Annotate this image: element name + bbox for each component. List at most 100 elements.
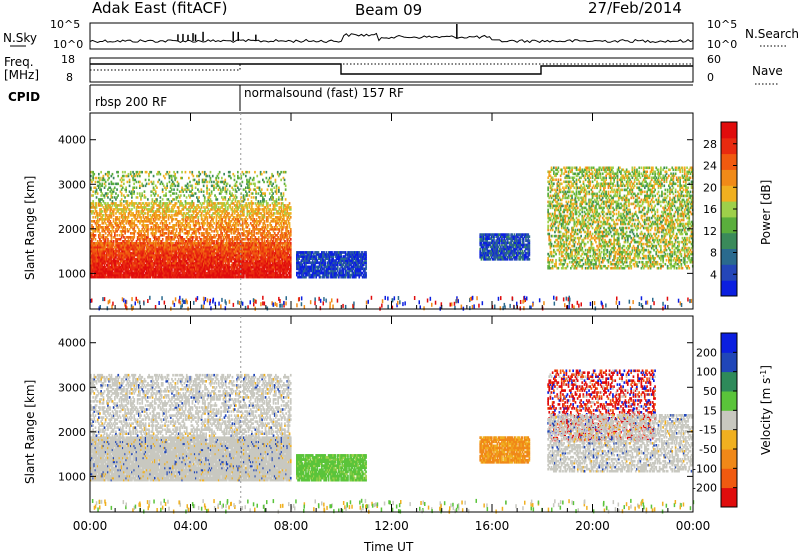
heatmap-cell (127, 265, 130, 269)
heatmap-cell (140, 243, 142, 247)
heatmap-cell (165, 214, 168, 217)
heatmap-cell (133, 275, 136, 279)
heatmap-cell (173, 263, 176, 267)
heatmap-cell (90, 210, 92, 213)
heatmap-cell (157, 269, 160, 273)
heatmap-cell (125, 261, 128, 265)
heatmap-cell (166, 269, 169, 273)
heatmap-cell (131, 273, 133, 277)
heatmap-cell (151, 214, 154, 217)
heatmap-cell (99, 241, 101, 245)
heatmap-cell (163, 228, 165, 231)
heatmap-cell (138, 228, 140, 231)
heatmap-cell (169, 232, 172, 235)
heatmap-cell (157, 251, 160, 255)
heatmap-cell (134, 247, 137, 251)
heatmap-cell (130, 232, 132, 235)
heatmap-cell (161, 249, 164, 253)
heatmap-cell (161, 228, 164, 231)
heatmap-cell (167, 263, 170, 267)
heatmap-cell (96, 243, 99, 247)
heatmap-cell (116, 226, 118, 229)
heatmap-cell (92, 220, 94, 223)
heatmap-cell (112, 249, 115, 253)
heatmap-cell (101, 251, 104, 255)
heatmap-cell (150, 228, 153, 231)
heatmap-cell (93, 236, 96, 239)
heatmap-cell (93, 251, 96, 255)
heatmap-cell (91, 267, 93, 271)
heatmap-cell (91, 269, 93, 273)
heatmap-cell (165, 251, 168, 255)
heatmap-cell (158, 247, 161, 251)
heatmap-cell (164, 212, 166, 215)
heatmap-cell (116, 218, 118, 221)
heatmap-cell (142, 273, 145, 277)
heatmap-cell (142, 259, 145, 263)
heatmap-cell (107, 253, 109, 257)
heatmap-cell (108, 255, 110, 259)
heatmap-cell (133, 251, 136, 255)
heatmap-cell (126, 236, 129, 239)
heatmap-cell (169, 261, 172, 265)
heatmap-cell (139, 222, 141, 225)
heatmap-cell (94, 275, 97, 279)
heatmap-cell (167, 230, 170, 233)
heatmap-cell (141, 236, 144, 239)
heatmap-cell (141, 275, 144, 279)
heatmap-cell (140, 210, 142, 213)
heatmap-cell (146, 267, 148, 271)
heatmap-cell (112, 267, 115, 271)
heatmap-cell (138, 261, 140, 265)
heatmap-cell (158, 218, 161, 221)
freq-line (90, 63, 693, 75)
heatmap-cell (174, 261, 177, 265)
heatmap-cell (163, 218, 165, 221)
heatmap-cell (102, 218, 105, 221)
heatmap-cell (139, 247, 141, 251)
heatmap-cell (159, 269, 162, 273)
heatmap-cell (118, 269, 121, 273)
heatmap-cell (167, 247, 170, 251)
heatmap-cell (166, 228, 169, 231)
heatmap-cell (135, 243, 138, 247)
heatmap-cell (120, 271, 123, 275)
heatmap-cell (158, 241, 161, 245)
heatmap-cell (98, 204, 100, 207)
heatmap-cell (161, 251, 164, 255)
heatmap-cell (140, 271, 142, 275)
nsky-left-tick-bottom: 10^0 (53, 38, 83, 51)
heatmap-cell (107, 251, 109, 255)
heatmap-cell (95, 259, 98, 263)
heatmap-cell (154, 234, 156, 237)
heatmap-cell (147, 236, 149, 239)
heatmap-cell (123, 259, 125, 263)
heatmap-cell (90, 267, 92, 271)
heatmap-cell (114, 265, 116, 269)
heatmap-cell (127, 267, 130, 271)
heatmap-cell (143, 275, 146, 279)
heatmap-cell (158, 226, 161, 229)
heatmap-cell (168, 255, 171, 259)
heatmap-cell (231, 236, 234, 239)
heatmap-cell (144, 220, 147, 223)
heatmap-cell (172, 232, 174, 235)
heatmap-cell (136, 267, 139, 271)
heatmap-cell (164, 210, 166, 213)
heatmap-cell (159, 265, 162, 269)
heatmap-cell (124, 212, 126, 215)
heatmap-cell (144, 202, 147, 205)
heatmap-cell (119, 247, 122, 251)
heatmap-cell (154, 232, 156, 235)
heatmap-cell (142, 240, 145, 243)
heatmap-cell (157, 228, 160, 231)
heatmap-cell (95, 247, 98, 251)
heatmap-cell (122, 275, 124, 279)
heatmap-cell (165, 216, 168, 219)
heatmap-cell (102, 255, 105, 259)
heatmap-cell (168, 263, 171, 267)
heatmap-cell (110, 224, 113, 227)
heatmap-cell (126, 249, 129, 253)
heatmap-cell (132, 253, 134, 257)
heatmap-cell (128, 212, 131, 215)
